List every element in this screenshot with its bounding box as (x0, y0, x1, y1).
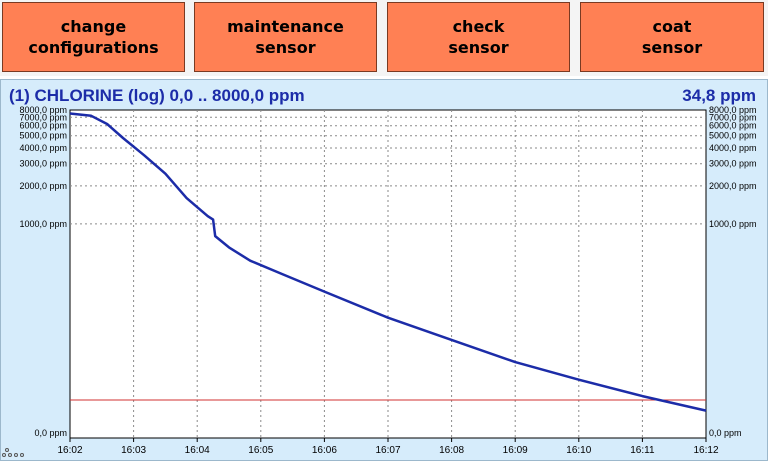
y-tick-label-right: 6000,0 ppm (709, 121, 757, 131)
y-tick-label-right: 4000,0 ppm (709, 143, 757, 153)
y-tick-label-right: 1000,0 ppm (709, 219, 757, 229)
y-tick-label-right: 0,0 ppm (709, 428, 742, 438)
y-tick-label-right: 2000,0 ppm (709, 181, 757, 191)
y-tick-label-right: 7000,0 ppm (709, 112, 757, 122)
x-tick-label: 16:10 (566, 445, 591, 456)
y-tick-label-left: 6000,0 ppm (19, 121, 67, 131)
current-value-readout: 34,8 ppm (682, 86, 756, 105)
chlorine-trace-line (69, 112, 707, 412)
x-tick-label: 16:03 (121, 445, 146, 456)
x-tick-label: 16:02 (57, 445, 82, 456)
button-bar: change configurations maintenance sensor… (0, 0, 768, 76)
maintenance-sensor-button[interactable]: maintenance sensor (194, 2, 377, 72)
x-tick-label: 16:11 (630, 445, 655, 456)
check-sensor-button[interactable]: check sensor (387, 2, 570, 72)
coat-sensor-button[interactable]: coat sensor (580, 2, 764, 72)
y-tick-label-right: 5000,0 ppm (709, 131, 757, 141)
x-tick-label: 16:12 (693, 445, 718, 456)
y-tick-label-left: 5000,0 ppm (19, 131, 67, 141)
x-tick-label: 16:04 (185, 445, 210, 456)
y-tick-label-right: 3000,0 ppm (709, 159, 757, 169)
y-tick-label-left: 8000,0 ppm (19, 105, 67, 115)
y-tick-label-left: 4000,0 ppm (19, 143, 67, 153)
x-tick-label: 16:07 (375, 445, 400, 456)
y-tick-label-left: 0,0 ppm (34, 428, 67, 438)
y-tick-label-right: 8000,0 ppm (709, 105, 757, 115)
change-configurations-button[interactable]: change configurations (2, 2, 185, 72)
plot-area (69, 109, 707, 439)
x-tick-label: 16:05 (248, 445, 273, 456)
y-tick-label-left: 7000,0 ppm (19, 112, 67, 122)
y-tick-label-left: 1000,0 ppm (19, 219, 67, 229)
y-tick-label-left: 3000,0 ppm (19, 159, 67, 169)
x-tick-label: 16:09 (503, 445, 528, 456)
x-tick-label: 16:08 (439, 445, 464, 456)
resize-grip-icon[interactable] (2, 448, 28, 458)
trend-title: (1) CHLORINE (log) 0,0 .. 8000,0 ppm (9, 86, 305, 105)
y-tick-label-left: 2000,0 ppm (19, 181, 67, 191)
x-tick-label: 16:06 (312, 445, 337, 456)
